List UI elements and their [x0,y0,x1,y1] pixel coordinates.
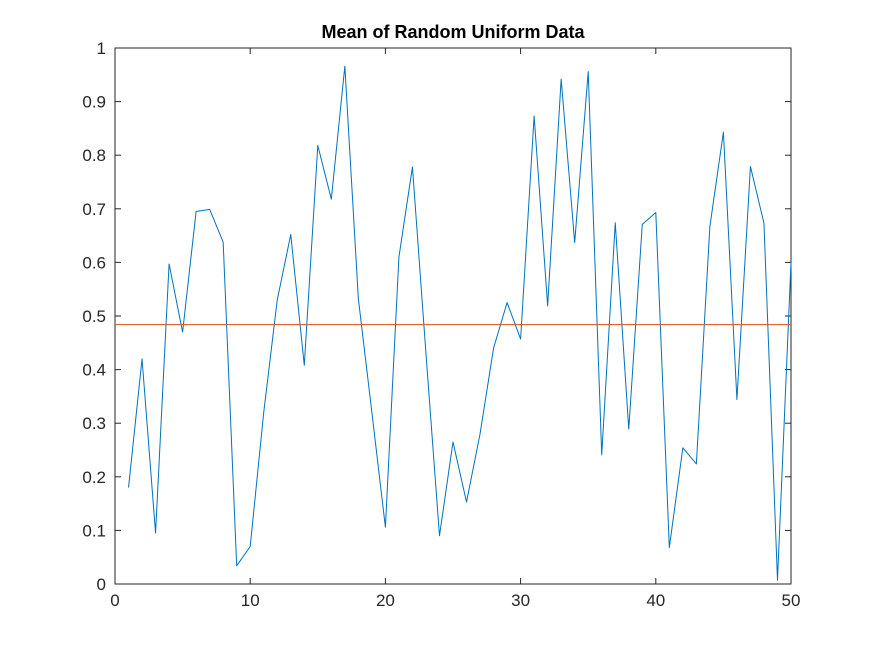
series-lines [115,65,792,581]
chart-title: Mean of Random Uniform Data [321,22,585,42]
y-tick-label: 0.4 [82,361,106,380]
y-tick-label: 0.7 [82,200,106,219]
y-tick-label: 0.2 [82,468,106,487]
x-tick-label: 20 [376,591,395,610]
y-tick-label: 0.6 [82,253,106,272]
y-tick-label: 0.5 [82,307,106,326]
y-tick-label: 1 [97,39,106,58]
x-tick-label: 10 [241,591,260,610]
plot-area-frame [114,47,792,585]
x-tick-label: 40 [646,591,665,610]
x-tick-label: 30 [511,591,530,610]
y-tick-label: 0.3 [82,414,106,433]
y-tick-label: 0.1 [82,521,106,540]
y-tick-label: 0 [97,575,106,594]
y-tick-label: 0.8 [82,146,106,165]
y-tick-label: 0.9 [82,93,106,112]
data-series-line [128,65,792,581]
x-tick-label: 0 [110,591,119,610]
axis-ticks: 0 10 20 30 40 50 0 0.1 0.2 0.3 0.4 0.5 0.6 0.7 0.8 0.9 1 [82,39,800,610]
x-tick-label: 50 [782,591,801,610]
